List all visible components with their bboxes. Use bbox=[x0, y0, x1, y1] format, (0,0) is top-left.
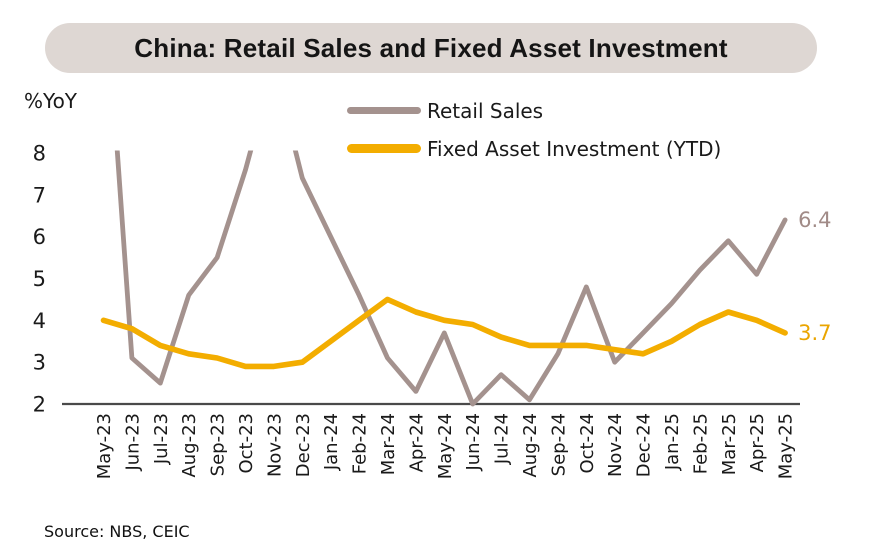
x-tick-label: Nov-24 bbox=[605, 413, 626, 477]
retail-sales-line bbox=[114, 150, 788, 407]
x-tick-label: Apr-24 bbox=[406, 413, 427, 472]
x-tick-label: Sep-24 bbox=[548, 413, 569, 476]
x-tick-label: May-25 bbox=[776, 413, 797, 479]
y-tick-label: 4 bbox=[33, 309, 46, 333]
x-tick-label: Dec-23 bbox=[293, 413, 314, 477]
y-tick-label: 3 bbox=[33, 351, 46, 375]
x-tick-label: Feb-24 bbox=[350, 413, 371, 474]
legend-label-retail-sales: Retail Sales bbox=[427, 98, 544, 123]
fai-line bbox=[100, 296, 788, 370]
y-tick-label: 8 bbox=[33, 142, 46, 166]
y-axis-unit-label: %YoY bbox=[24, 89, 78, 113]
x-tick-label: Dec-24 bbox=[634, 413, 655, 477]
x-tick-label: Jul-24 bbox=[492, 413, 513, 465]
x-tick-label: Apr-25 bbox=[747, 413, 768, 472]
x-tick-label: Jan-24 bbox=[321, 413, 342, 471]
x-tick-label: Jan-25 bbox=[662, 413, 683, 471]
x-tick-label: Nov-23 bbox=[264, 413, 285, 477]
legend-item-fixed-asset-investment: Fixed Asset Investment (YTD) bbox=[347, 136, 721, 161]
x-tick-label: May-24 bbox=[435, 413, 456, 479]
fai-end-label: 3.7 bbox=[798, 321, 831, 345]
legend-item-retail-sales: Retail Sales bbox=[347, 98, 721, 123]
source-note: Source: NBS, CEIC bbox=[44, 522, 190, 541]
x-tick-label: Mar-25 bbox=[719, 413, 740, 475]
y-tick-label: 2 bbox=[33, 393, 46, 417]
retail-sales-line-swatch bbox=[347, 107, 421, 114]
chart-title-pill: China: Retail Sales and Fixed Asset Inve… bbox=[45, 23, 817, 73]
legend-label-fixed-asset-investment: Fixed Asset Investment (YTD) bbox=[427, 136, 722, 161]
x-tick-label: Jun-23 bbox=[122, 413, 143, 472]
retail-sales-end-label: 6.4 bbox=[798, 208, 831, 232]
x-tick-label: Oct-24 bbox=[577, 413, 598, 474]
fai-line-swatch bbox=[347, 144, 421, 153]
x-tick-label: Sep-23 bbox=[208, 413, 229, 476]
x-tick-label: Oct-23 bbox=[236, 413, 257, 474]
y-tick-label: 6 bbox=[33, 225, 46, 249]
y-tick-label: 7 bbox=[33, 183, 46, 207]
x-tick-label: Jul-23 bbox=[151, 413, 172, 465]
y-tick-label: 5 bbox=[33, 267, 46, 291]
x-tick-label: Jun-24 bbox=[463, 413, 484, 472]
chart-title: China: Retail Sales and Fixed Asset Inve… bbox=[134, 32, 728, 63]
legend: Retail Sales Fixed Asset Investment (YTD… bbox=[347, 98, 721, 174]
x-tick-label: Feb-25 bbox=[690, 413, 711, 474]
x-tick-label: Mar-24 bbox=[378, 413, 399, 475]
x-tick-label: Aug-24 bbox=[520, 413, 541, 478]
x-tick-label: May-23 bbox=[94, 413, 115, 479]
x-tick-label: Aug-23 bbox=[179, 413, 200, 478]
